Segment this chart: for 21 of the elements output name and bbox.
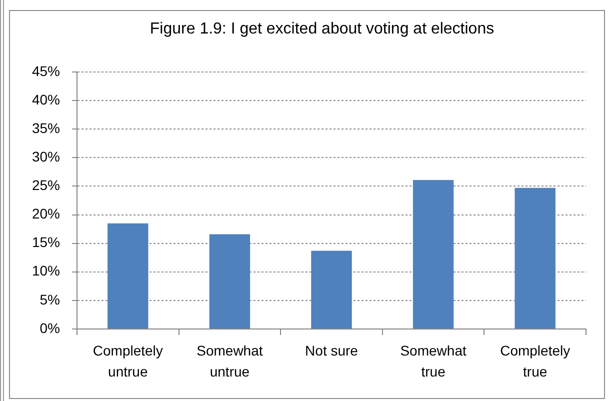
y-tick-label: 20%	[32, 206, 60, 222]
y-tick-label: 5%	[40, 291, 60, 308]
bar	[108, 223, 148, 328]
bar	[209, 234, 250, 328]
y-tick-label: 0%	[40, 320, 60, 336]
y-tick-label: 30%	[32, 148, 60, 165]
x-tick-label: Somewhat true	[400, 342, 466, 380]
bar	[412, 180, 454, 328]
y-tick-label: 15%	[32, 234, 60, 250]
x-tick-label: Completely untrue	[92, 342, 163, 380]
y-tick-label: 25%	[32, 177, 60, 194]
bar	[514, 188, 556, 328]
y-tick-label: 45%	[32, 62, 60, 79]
chart-title: Figure 1.9: I get excited about voting at elections	[150, 20, 494, 38]
x-tick-label: Completely true	[500, 342, 570, 380]
x-tick-label: Not sure	[305, 342, 358, 358]
y-tick-label: 40%	[32, 91, 60, 108]
y-tick-label: 35%	[32, 120, 60, 136]
x-tick-label: Somewhat untrue	[196, 342, 263, 380]
bar	[311, 250, 352, 328]
y-tick-label: 10%	[32, 262, 60, 279]
